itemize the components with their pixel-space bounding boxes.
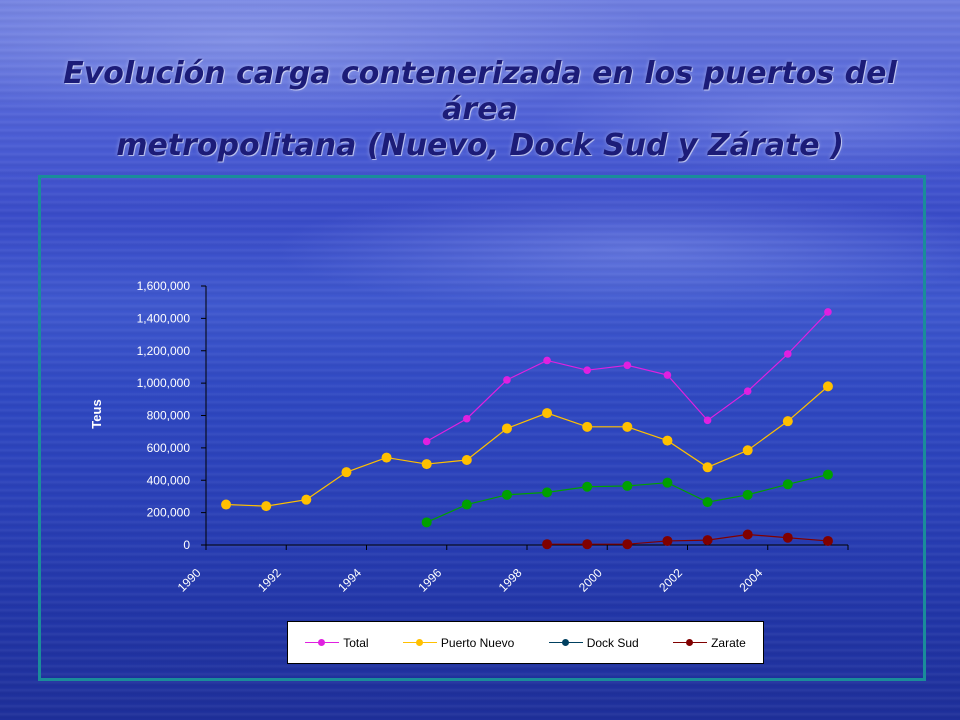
y-tick-label: 400,000 — [147, 473, 191, 487]
data-point — [782, 479, 793, 490]
slide-title-line1: Evolución carga contenerizada en los pue… — [63, 56, 897, 127]
x-tick-label: 1994 — [335, 566, 364, 595]
legend-label: Puerto Nuevo — [440, 635, 515, 650]
y-tick-label: 1,600,000 — [137, 279, 191, 293]
data-point — [822, 381, 833, 392]
x-tick-label: 1998 — [496, 566, 525, 595]
y-tick-label: 200,000 — [147, 506, 191, 520]
data-point — [824, 308, 832, 316]
data-point — [461, 499, 472, 510]
data-point — [501, 423, 512, 434]
data-point — [662, 435, 673, 446]
data-point — [461, 455, 472, 466]
data-point — [582, 481, 593, 492]
x-tick-label: 1996 — [416, 566, 445, 595]
slide-title: Evolución carga contenerizada en los pue… — [60, 56, 900, 164]
data-point — [702, 497, 713, 508]
chart-frame — [38, 175, 926, 681]
data-point — [822, 469, 833, 480]
data-point — [782, 416, 793, 427]
legend-swatch — [548, 638, 583, 647]
x-tick-label: 2000 — [576, 566, 605, 595]
data-point — [784, 350, 792, 358]
y-tick-label: 1,000,000 — [137, 376, 191, 390]
y-tick-label: 600,000 — [147, 441, 191, 455]
legend-swatch — [402, 638, 437, 647]
data-point — [623, 361, 632, 370]
x-tick-label: 1990 — [175, 566, 204, 595]
data-point — [582, 421, 593, 432]
data-point — [743, 387, 752, 396]
legend-item: Total — [305, 635, 369, 650]
y-axis-label: Teus — [89, 399, 104, 428]
data-point — [501, 489, 512, 500]
data-point — [421, 517, 432, 528]
data-point — [782, 532, 793, 543]
slide-title-line2: metropolitana (Nuevo, Dock Sud y Zárate … — [116, 128, 844, 163]
data-point — [662, 535, 673, 546]
data-point — [221, 499, 232, 510]
data-point — [662, 477, 673, 488]
x-tick-label: 2004 — [737, 566, 766, 595]
data-point — [582, 539, 593, 550]
data-point — [742, 489, 753, 500]
legend-label: Zarate — [711, 635, 746, 650]
data-point — [542, 539, 553, 550]
data-point — [261, 501, 272, 512]
data-point — [702, 462, 713, 473]
series-line-puerto-nuevo — [226, 385, 829, 507]
data-point — [341, 467, 352, 478]
data-point — [421, 459, 432, 470]
data-point — [503, 376, 511, 384]
data-point — [542, 487, 553, 498]
chart-legend: Total Puerto Nuevo Dock Sud Zarate — [287, 621, 764, 664]
data-point — [463, 414, 471, 423]
data-point — [583, 366, 591, 374]
data-point — [543, 356, 551, 365]
data-point — [663, 371, 672, 379]
legend-item: Dock Sud — [548, 635, 639, 650]
legend-item: Zarate — [673, 636, 746, 650]
data-point — [822, 535, 833, 546]
legend-label: Total — [343, 635, 369, 650]
data-point — [381, 452, 392, 463]
y-tick-label: 800,000 — [147, 409, 191, 423]
x-tick-label: 2002 — [656, 566, 685, 595]
legend-swatch — [305, 638, 340, 647]
legend-label: Dock Sud — [586, 635, 639, 650]
data-point — [622, 421, 633, 432]
data-point — [542, 408, 553, 419]
y-tick-label: 1,200,000 — [137, 344, 191, 358]
y-tick-label: 1,400,000 — [137, 311, 191, 325]
data-point — [422, 437, 431, 446]
legend-item: Puerto Nuevo — [402, 635, 515, 650]
legend-swatch — [673, 638, 708, 647]
data-point — [703, 416, 712, 425]
data-point — [622, 480, 633, 491]
data-point — [742, 445, 753, 456]
data-point — [301, 494, 312, 505]
data-point — [742, 529, 753, 540]
series-line-zarate — [547, 533, 828, 545]
data-point — [622, 539, 633, 550]
y-tick-label: 0 — [183, 538, 190, 552]
x-tick-label: 1992 — [255, 566, 284, 595]
data-point — [702, 535, 713, 546]
